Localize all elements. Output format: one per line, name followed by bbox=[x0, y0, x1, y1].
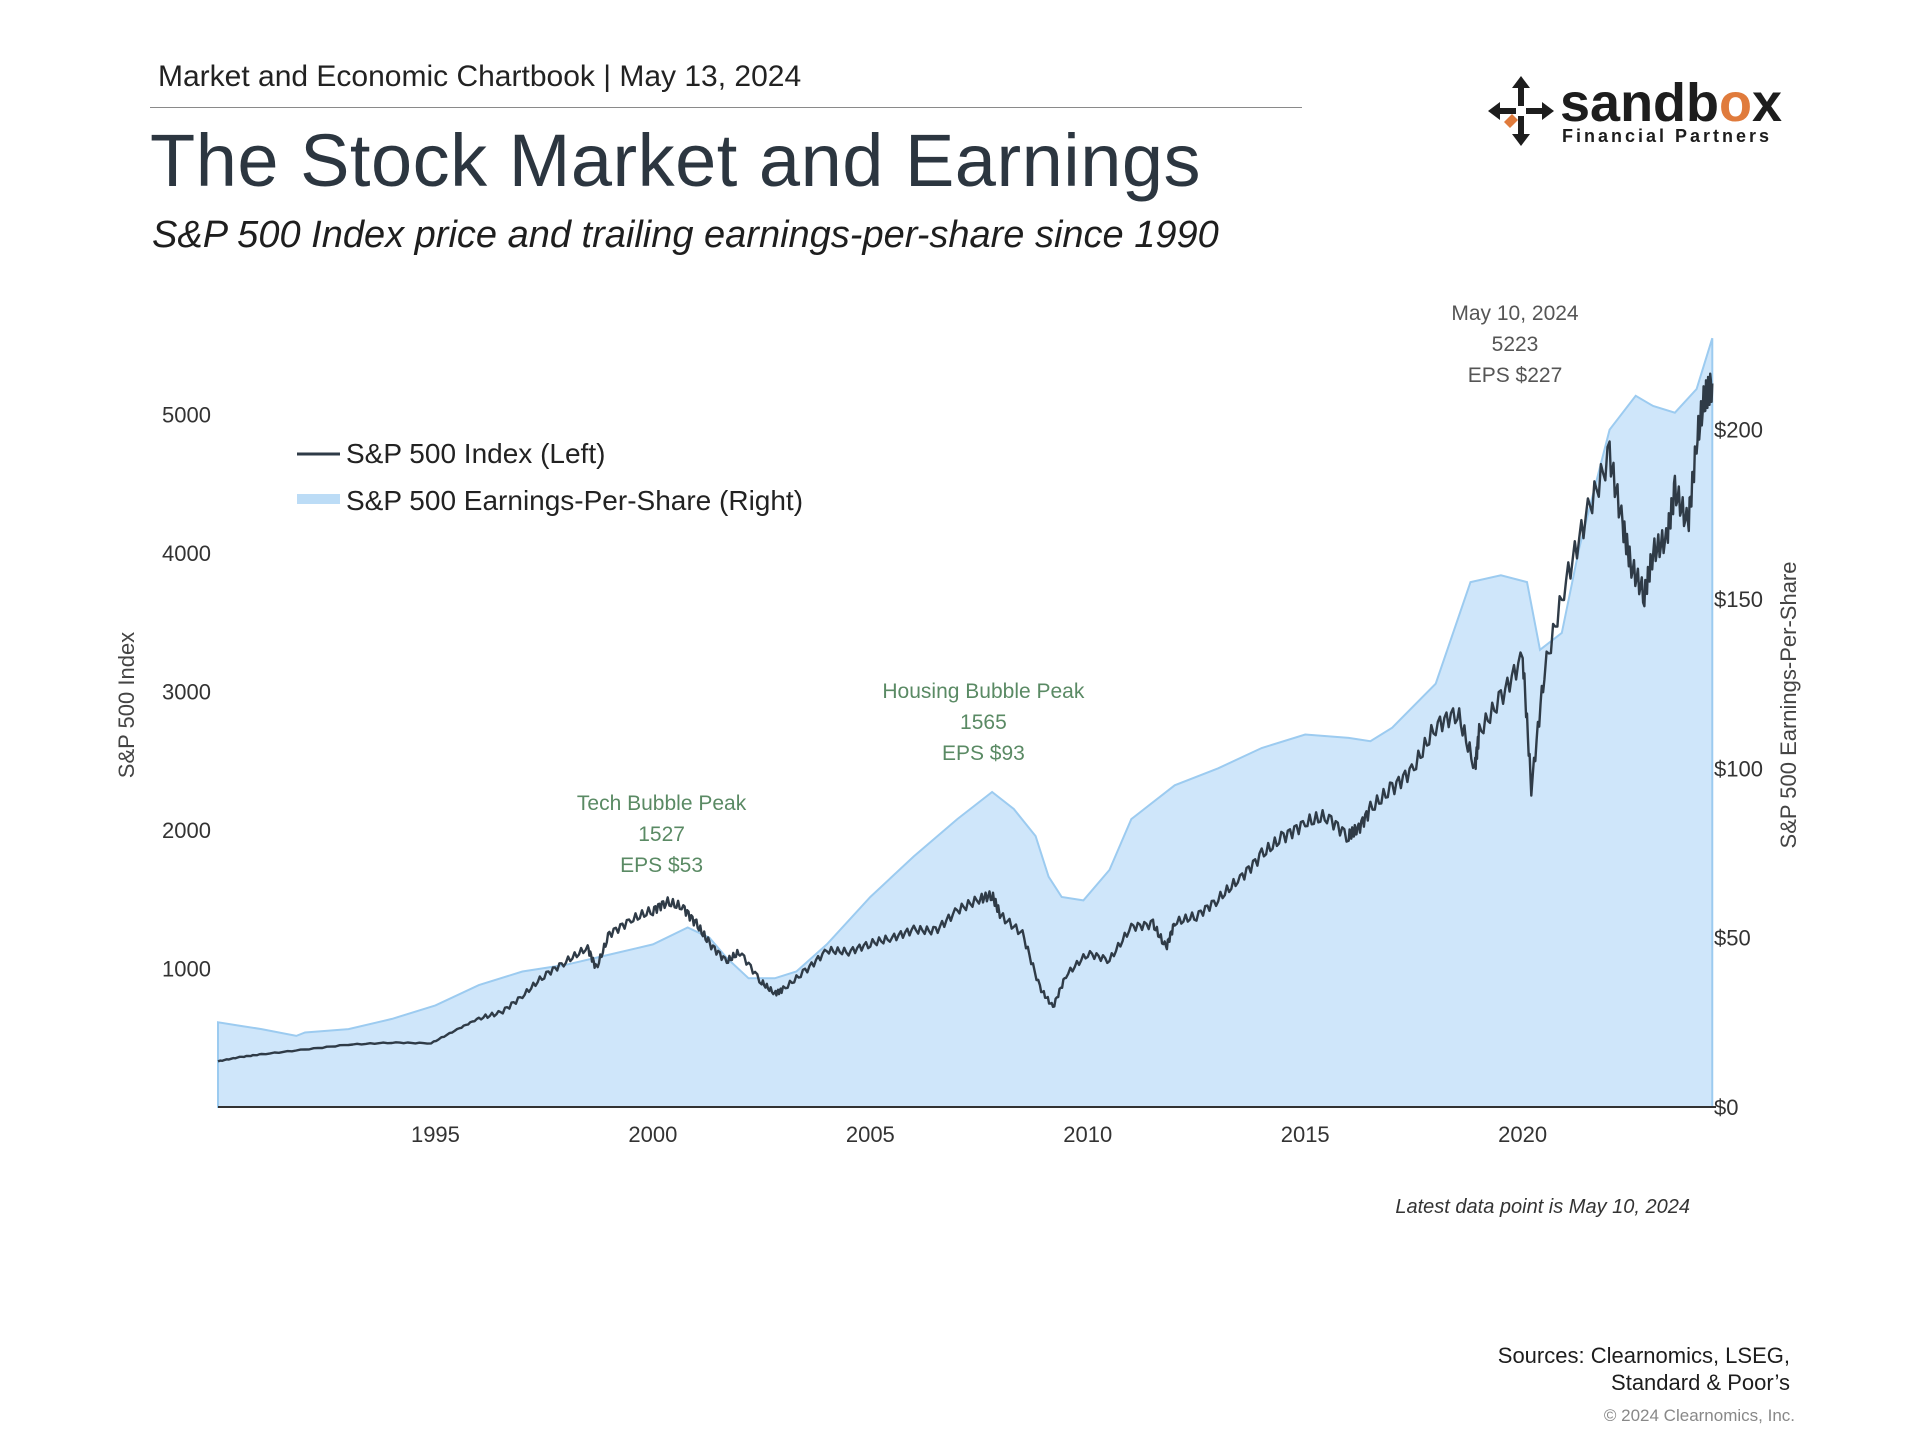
annotation-line: Tech Bubble Peak bbox=[577, 792, 747, 815]
right-tick-label: $50 bbox=[1714, 926, 1751, 951]
page-subtitle: S&P 500 Index price and trailing earning… bbox=[152, 214, 1219, 256]
sandbox-logo: sandbox Financial Partners bbox=[1488, 72, 1788, 152]
left-axis-ticks: 1000 2000 3000 4000 5000 bbox=[162, 402, 211, 981]
sp500-price-line bbox=[217, 372, 1714, 1063]
annotation-line: May 10, 2024 bbox=[1451, 302, 1579, 325]
x-tick-label: 2020 bbox=[1498, 1122, 1547, 1147]
x-tick-label: 2015 bbox=[1281, 1122, 1330, 1147]
price-line-layer bbox=[217, 372, 1714, 1063]
chart-annotations: Tech Bubble Peak 1527 EPS $53 Housing Bubbl… bbox=[577, 302, 1579, 877]
annotation-line: Housing Bubble Peak bbox=[882, 680, 1084, 703]
left-tick-label: 4000 bbox=[162, 541, 211, 566]
logo-tagline: Financial Partners bbox=[1562, 126, 1773, 146]
right-tick-label: $200 bbox=[1714, 418, 1763, 443]
chart-legend: S&P 500 Index (Left) S&P 500 Earnings-Pe… bbox=[297, 438, 803, 516]
sources-credit: Sources: Clearnomics, LSEG, Standard & P… bbox=[1498, 1342, 1790, 1396]
logo-wordmark: sandbox bbox=[1560, 73, 1783, 133]
right-tick-label: $150 bbox=[1714, 587, 1763, 612]
page-title: The Stock Market and Earnings bbox=[150, 119, 1202, 202]
eps-area-layer bbox=[217, 337, 1714, 1108]
header-divider bbox=[150, 107, 1302, 108]
annotation-2: Housing Bubble Peak 1565 EPS $93 bbox=[882, 680, 1084, 765]
sources-line-2: Standard & Poor’s bbox=[1611, 1370, 1790, 1395]
annotation-line: 1565 bbox=[960, 711, 1007, 734]
latest-data-note: Latest data point is May 10, 2024 bbox=[1395, 1196, 1690, 1218]
left-tick-label: 2000 bbox=[162, 818, 211, 843]
annotation-line: EPS $53 bbox=[620, 854, 703, 877]
x-axis-ticks: 1995 2000 2005 2010 2015 2020 bbox=[411, 1122, 1547, 1147]
right-tick-label: $100 bbox=[1714, 756, 1763, 781]
copyright-note: © 2024 Clearnomics, Inc. bbox=[1603, 1406, 1795, 1425]
annotation-1: Tech Bubble Peak 1527 EPS $53 bbox=[577, 792, 747, 877]
eps-area bbox=[217, 337, 1714, 1108]
annotation-line: 1527 bbox=[638, 823, 685, 846]
legend-eps-label: S&P 500 Earnings-Per-Share (Right) bbox=[346, 485, 803, 516]
left-tick-label: 1000 bbox=[162, 956, 211, 981]
legend-eps-swatch bbox=[297, 494, 340, 504]
left-tick-label: 5000 bbox=[162, 402, 211, 427]
sources-line-1: Sources: Clearnomics, LSEG, bbox=[1497, 1343, 1790, 1368]
x-tick-label: 2000 bbox=[628, 1122, 677, 1147]
legend-price-label: S&P 500 Index (Left) bbox=[346, 438, 605, 469]
right-axis-ticks: $0 $50 $100 $150 $200 bbox=[1714, 418, 1763, 1120]
x-tick-label: 1995 bbox=[411, 1122, 460, 1147]
annotation-3: May 10, 2024 5223 EPS $227 bbox=[1451, 302, 1579, 387]
left-tick-label: 3000 bbox=[162, 679, 211, 704]
annotation-line: EPS $227 bbox=[1468, 364, 1563, 387]
annotation-line: EPS $93 bbox=[942, 742, 1025, 765]
chartbook-header: Market and Economic Chartbook | May 13, … bbox=[158, 60, 802, 93]
right-axis-label: S&P 500 Earnings-Per-Share bbox=[1776, 562, 1801, 849]
compass-arrows-icon bbox=[1488, 76, 1554, 146]
right-tick-label: $0 bbox=[1714, 1095, 1738, 1120]
x-tick-label: 2005 bbox=[846, 1122, 895, 1147]
x-tick-label: 2010 bbox=[1063, 1122, 1112, 1147]
annotation-line: 5223 bbox=[1492, 333, 1539, 356]
left-axis-label: S&P 500 Index bbox=[114, 632, 139, 778]
